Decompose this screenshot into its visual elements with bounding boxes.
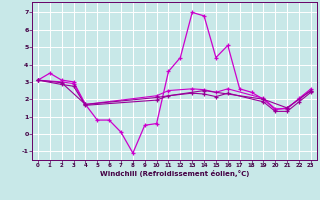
X-axis label: Windchill (Refroidissement éolien,°C): Windchill (Refroidissement éolien,°C) xyxy=(100,170,249,177)
